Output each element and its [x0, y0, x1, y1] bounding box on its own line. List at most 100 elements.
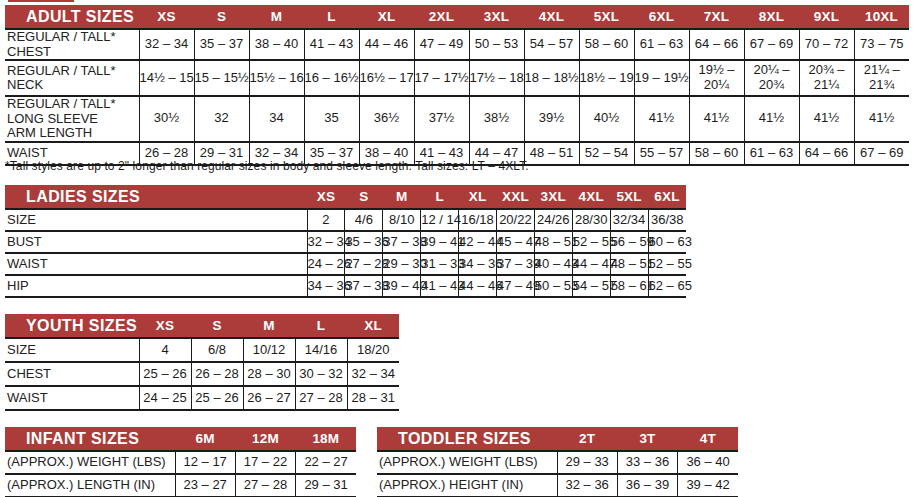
row-label: HIP: [5, 275, 307, 297]
column-header-9xl: 9XL: [799, 5, 854, 29]
adult-sizes-title: ADULT SIZES: [5, 5, 139, 29]
table-cell: 32 – 34: [307, 231, 345, 253]
row-label: WAIST: [5, 253, 307, 275]
table-cell: 37 – 38: [345, 275, 383, 297]
column-header-xl: XL: [359, 5, 414, 29]
table-cell: 30½: [139, 96, 194, 142]
table-cell: 19 – 19½: [634, 60, 689, 96]
column-header-3t: 3T: [617, 427, 677, 451]
infant-header-row: INFANT SIZES6M12M18M: [5, 427, 356, 451]
table-cell: 39 – 41: [421, 231, 459, 253]
column-header-xl: XL: [459, 185, 497, 209]
table-cell: 16½ – 17: [359, 60, 414, 96]
row-label: REGULAR / TALL* CHEST: [5, 29, 139, 60]
table-row: REGULAR / TALL* LONG SLEEVE ARM LENGTH30…: [5, 96, 909, 142]
table-cell: 12 / 14: [421, 209, 459, 231]
column-header-5xl: 5XL: [610, 185, 648, 209]
table-cell: 14/16: [295, 338, 347, 362]
table-cell: 37½: [414, 96, 469, 142]
toddler-sizes-title: TODDLER SIZES: [377, 427, 557, 451]
row-label: BUST: [5, 231, 307, 253]
table-cell: 32 – 34: [347, 362, 399, 386]
adult-header-row: ADULT SIZESXSSMLXL2XL3XL4XL5XL6XL7XL8XL9…: [5, 5, 909, 29]
table-cell: 32: [194, 96, 249, 142]
column-header-8xl: 8XL: [744, 5, 799, 29]
table-cell: 32 – 34: [139, 29, 194, 60]
table-cell: 54 – 57: [572, 275, 610, 297]
table-cell: 73 – 75: [854, 29, 909, 60]
table-cell: 21¼ – 21¾: [854, 60, 909, 96]
table-cell: 25 – 26: [139, 362, 191, 386]
table-row: (APPROX.) WEIGHT (LBS)12 – 1717 – 2222 –…: [5, 451, 356, 474]
column-header-10xl: 10XL: [854, 5, 909, 29]
column-header-s: S: [191, 314, 243, 338]
column-header-18m: 18M: [296, 427, 356, 451]
table-cell: 4: [139, 338, 191, 362]
table-cell: 20¼ – 20¾: [744, 60, 799, 96]
table-row: WAIST24 – 2525 – 2626 – 2727 – 2828 – 31: [5, 386, 399, 410]
top-edge-crop-artifact: [8, 0, 74, 2]
table-cell: 18½ – 19: [579, 60, 634, 96]
table-cell: 35 – 36: [345, 231, 383, 253]
table-cell: 38½: [469, 96, 524, 142]
table-row: REGULAR / TALL* NECK14½ – 1515 – 15½15½ …: [5, 60, 909, 96]
table-cell: 28 – 31: [347, 386, 399, 410]
table-cell: 48 – 51: [610, 253, 648, 275]
table-row: SIZE24/68/1012 / 1416/1820/2224/2628/303…: [5, 209, 686, 231]
table-cell: 52 – 55: [572, 231, 610, 253]
table-cell: 28 – 30: [243, 362, 295, 386]
table-cell: 20¾ – 21¼: [799, 60, 854, 96]
toddler-sizes-table: TODDLER SIZES2T3T4T(APPROX.) WEIGHT (LBS…: [377, 427, 738, 497]
table-cell: 29 – 30: [383, 253, 421, 275]
table-cell: 29 – 33: [557, 451, 617, 474]
table-cell: 39½: [524, 96, 579, 142]
table-cell: 27 – 28: [235, 474, 295, 497]
table-cell: 18 – 18½: [524, 60, 579, 96]
size-chart-page: ADULT SIZESXSSMLXL2XL3XL4XL5XL6XL7XL8XL9…: [0, 0, 913, 497]
table-cell: 36/38: [648, 209, 686, 231]
table-cell: 37 – 39: [496, 253, 534, 275]
table-cell: 34: [249, 96, 304, 142]
table-cell: 64 – 66: [689, 29, 744, 60]
row-label: (APPROX.) HEIGHT (IN): [377, 474, 557, 497]
column-header-xl: XL: [347, 314, 399, 338]
table-cell: 14½ – 15: [139, 60, 194, 96]
table-cell: 40 – 43: [534, 253, 572, 275]
row-label: SIZE: [5, 209, 307, 231]
table-cell: 58 – 60: [689, 142, 744, 165]
table-cell: 30 – 32: [295, 362, 347, 386]
table-cell: 34 – 36: [459, 253, 497, 275]
table-cell: 52 – 54: [579, 142, 634, 165]
column-header-m: M: [249, 5, 304, 29]
table-cell: 24 – 26: [307, 253, 345, 275]
column-header-7xl: 7XL: [689, 5, 744, 29]
adult-sizes-table: ADULT SIZESXSSMLXL2XL3XL4XL5XL6XL7XL8XL9…: [5, 5, 909, 166]
table-cell: 18/20: [347, 338, 399, 362]
row-label: WAIST: [5, 386, 139, 410]
table-row: WAIST24 – 2627 – 2829 – 3031 – 3334 – 36…: [5, 253, 686, 275]
table-cell: 50 – 53: [469, 29, 524, 60]
table-cell: 16 – 16½: [304, 60, 359, 96]
column-header-m: M: [383, 185, 421, 209]
table-row: (APPROX.) HEIGHT (IN)32 – 3636 – 3939 – …: [377, 474, 738, 497]
table-cell: 44 – 46: [459, 275, 497, 297]
table-cell: 35 – 37: [194, 29, 249, 60]
column-header-xs: XS: [139, 314, 191, 338]
row-label: (APPROX.) LENGTH (IN): [5, 474, 175, 497]
table-cell: 37 – 38: [383, 231, 421, 253]
table-cell: 27 – 28: [345, 253, 383, 275]
column-header-4xl: 4XL: [524, 5, 579, 29]
table-cell: 36½: [359, 96, 414, 142]
column-header-m: M: [243, 314, 295, 338]
table-cell: 64 – 66: [799, 142, 854, 165]
table-cell: 41½: [634, 96, 689, 142]
table-cell: 41 – 43: [304, 29, 359, 60]
infant-sizes-title: INFANT SIZES: [5, 427, 175, 451]
table-cell: 41½: [689, 96, 744, 142]
row-label: (APPROX.) WEIGHT (LBS): [377, 451, 557, 474]
table-row: BUST32 – 3435 – 3637 – 3839 – 4142 – 444…: [5, 231, 686, 253]
column-header-xs: XS: [139, 5, 194, 29]
column-header-6xl: 6XL: [648, 185, 686, 209]
table-cell: 38 – 40: [249, 29, 304, 60]
table-cell: 44 – 46: [359, 29, 414, 60]
